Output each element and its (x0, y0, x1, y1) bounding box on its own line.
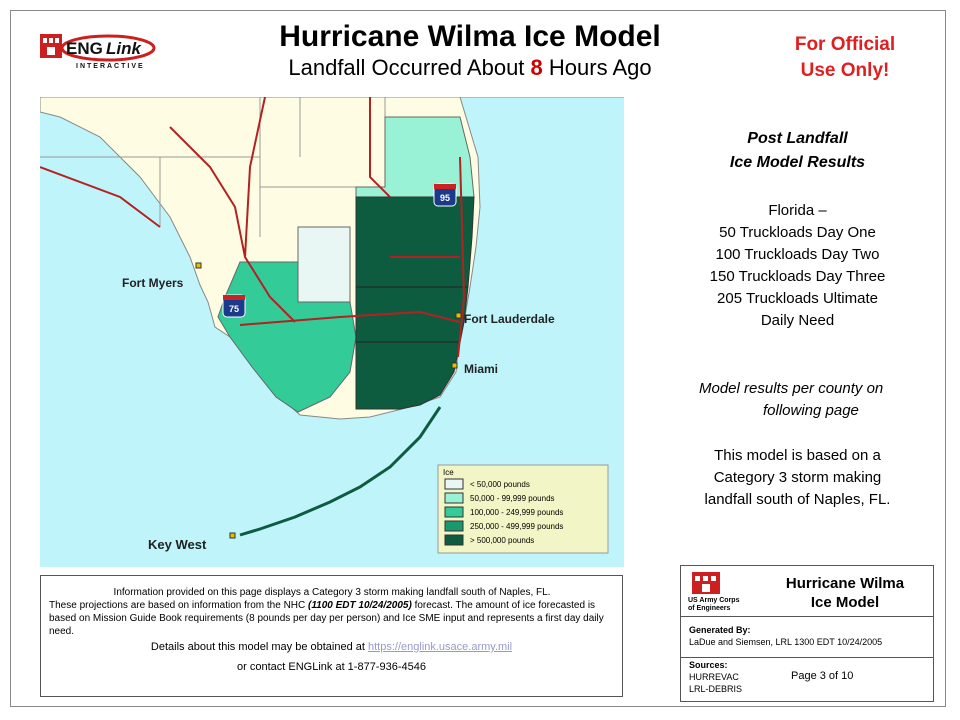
i75-shield-icon: 75 (222, 294, 246, 318)
legend-swatch (444, 506, 464, 518)
info-paragraph-1: Information provided on this page displa… (113, 587, 551, 598)
svg-text:of Engineers: of Engineers (688, 605, 731, 612)
legend-swatch (444, 520, 464, 532)
contact-line: or contact ENGLink at 1-877-936-4546 (237, 661, 426, 673)
map-legend: Ice < 50,000 pounds 50,000 - 99,999 pound… (437, 464, 609, 554)
roads (40, 97, 466, 358)
model-basis: This model is based on a Category 3 stor… (704, 447, 891, 508)
official-use-notice: For Official Use Only! (794, 34, 896, 81)
englink-logo: ENG Link INTERACTIVE (40, 34, 156, 70)
svg-text:US Army Corps: US Army Corps (688, 597, 740, 604)
source-item: LRL-DEBRIS (689, 684, 743, 694)
source-item: HURREVAC (689, 672, 739, 682)
generated-value: LaDue and Siemsen, LRL 1300 EDT 10/24/20… (689, 637, 883, 647)
legend-swatch (444, 534, 464, 546)
details-line: Details about this model may be obtained… (150, 641, 513, 653)
model-card: US Army Corps of Engineers Hurricane Wil… (680, 565, 934, 702)
slide-frame (10, 10, 946, 707)
i95-shield-icon: 95 (433, 183, 457, 207)
florida-ice-map: 95 75 Fort Myers Fort Lauderdale Miami K… (40, 97, 624, 567)
legend-title: Ice (443, 468, 454, 477)
logo-text-eng: ENG (66, 39, 103, 58)
usace-logo: US Army Corps of Engineers (688, 572, 740, 612)
sources-label: Sources: (689, 660, 728, 670)
svg-text:95: 95 (440, 193, 450, 203)
logo-text-link: Link (106, 39, 142, 58)
results-heading: Post Landfall Ice Model Results (729, 130, 866, 171)
florida-keys (239, 406, 442, 537)
legend-swatch (444, 492, 464, 504)
title-line1: Hurricane Wilma Ice Model (279, 20, 661, 53)
county-hendry (297, 226, 351, 303)
fort-myers-marker (195, 262, 202, 269)
info-paragraph-2: These projections are based on informati… (49, 600, 604, 637)
city-label-fort-myers: Fort Myers (122, 276, 184, 290)
legend-label: 250,000 - 499,999 pounds (470, 522, 563, 531)
city-label-key-west: Key West (148, 537, 207, 552)
page-title: Hurricane Wilma Ice Model Landfall Occur… (200, 20, 740, 82)
city-label-fort-lauderdale: Fort Lauderdale (464, 312, 555, 326)
englink-url-link[interactable]: https://englink.usace.army.mil (368, 641, 513, 653)
fort-lauderdale-marker (455, 312, 462, 319)
key-west-marker (229, 532, 236, 539)
county-palm-beach-broward-dade (355, 196, 475, 410)
miami-marker (451, 362, 458, 369)
city-label-miami: Miami (464, 362, 498, 376)
svg-text:75: 75 (229, 304, 239, 314)
info-box: Information provided on this page displa… (40, 575, 623, 697)
page-number: Page 3 of 10 (791, 670, 854, 682)
legend-label: < 50,000 pounds (470, 480, 530, 489)
legend-swatch (444, 478, 464, 490)
hours-since-landfall: 8 (530, 55, 543, 80)
legend-label: 100,000 - 249,999 pounds (470, 508, 563, 517)
logo-text-sub: INTERACTIVE (76, 63, 145, 70)
title-line2: Landfall Occurred About 8 Hours Ago (288, 55, 652, 80)
legend-label: > 500,000 pounds (470, 536, 534, 545)
county-collier-lee (217, 261, 357, 413)
card-title: Hurricane Wilma Ice Model (785, 575, 905, 611)
legend-label: 50,000 - 99,999 pounds (470, 494, 555, 503)
results-lines: Florida – 50 Truckloads Day One 100 Truc… (709, 202, 886, 329)
county-note: Model results per county on following pa… (699, 380, 884, 419)
generated-label: Generated By: (689, 625, 751, 635)
